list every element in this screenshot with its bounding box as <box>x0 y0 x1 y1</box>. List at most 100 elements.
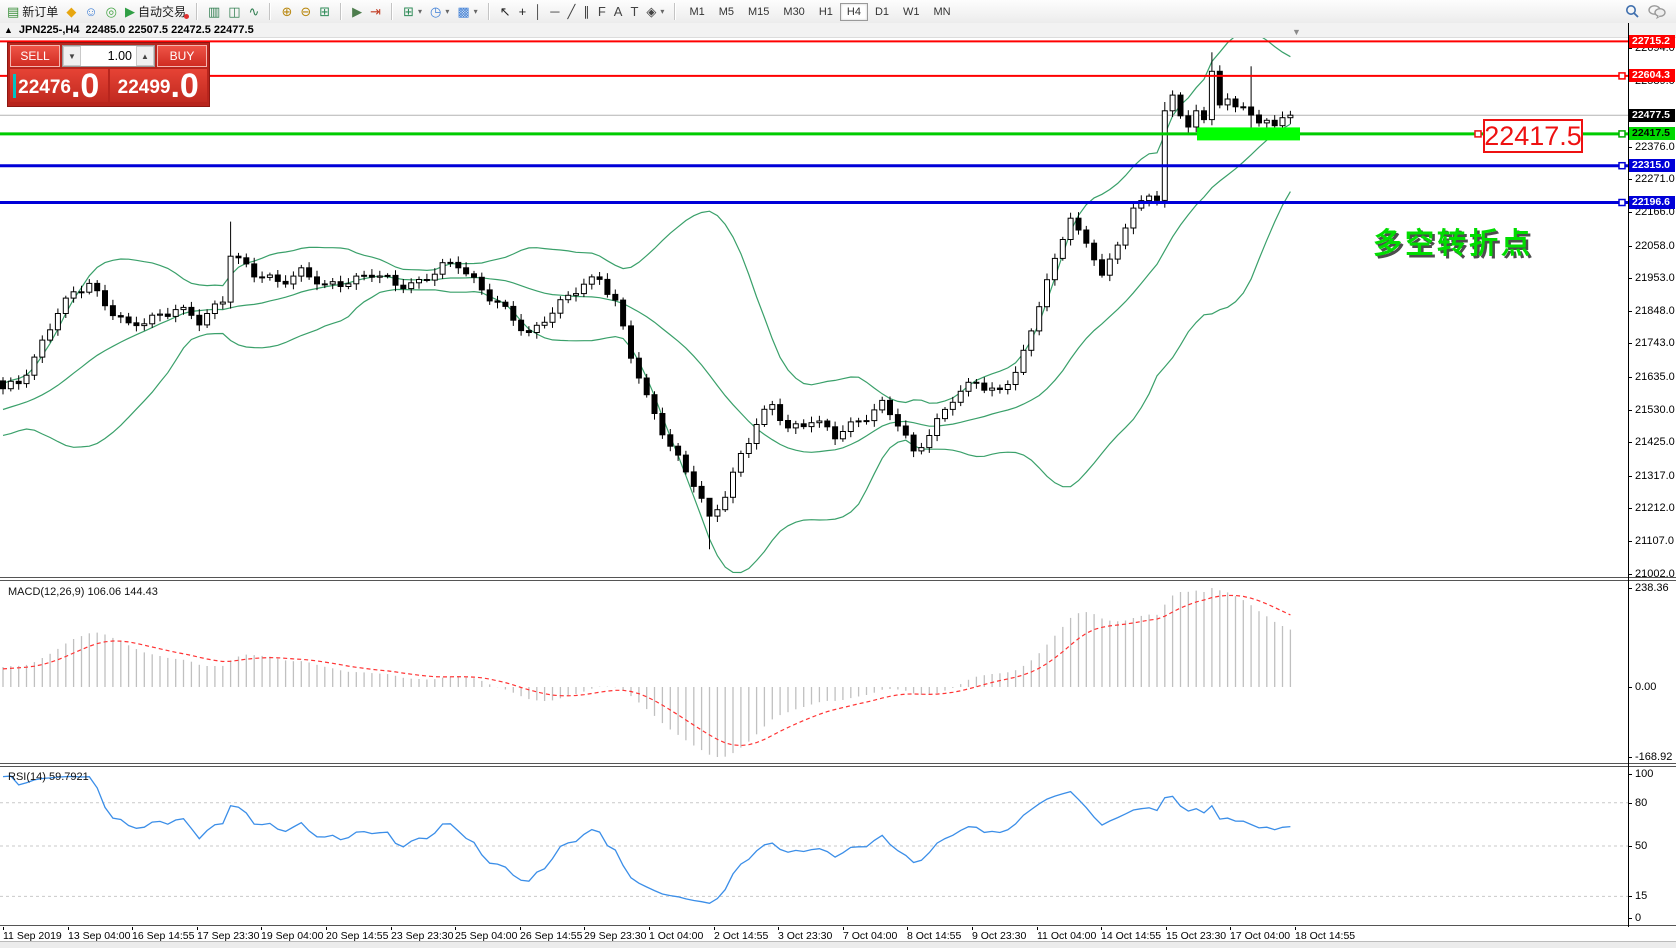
timeframe-button-h4[interactable]: H4 <box>839 2 868 21</box>
timeframe-button-w1[interactable]: W1 <box>903 5 920 18</box>
candle-body <box>737 453 744 473</box>
axis-tick <box>1628 179 1632 180</box>
timeframe-button-h1[interactable]: H1 <box>818 5 833 18</box>
pane-separator-rsi[interactable] <box>0 763 1676 767</box>
time-tick-label: 17 Oct 04:00 <box>1230 930 1291 942</box>
support-line-1-anchor[interactable] <box>1618 161 1626 170</box>
pivot-line-green-anchor[interactable] <box>1618 130 1626 138</box>
channel-icon[interactable]: ∥ <box>579 2 594 21</box>
volume-decrease-button[interactable]: ▼ <box>63 46 81 66</box>
timeframe-button-m30[interactable]: M30 <box>783 5 805 18</box>
pane-separator-macd[interactable] <box>0 577 1676 581</box>
price-note-box[interactable]: 22417.5 <box>1483 119 1583 153</box>
bar-chart-icon[interactable]: ▥ <box>204 2 224 21</box>
auto-scroll-icon[interactable]: ▶ <box>348 2 366 21</box>
candlestick-chart-icon[interactable]: ◫ <box>224 2 244 21</box>
resistance-line-2-anchor[interactable] <box>1618 72 1626 80</box>
tile-windows-icon[interactable]: ⊞ <box>315 2 334 21</box>
candle-body <box>1216 70 1223 106</box>
zoom-in-icon[interactable]: ⊕ <box>277 2 296 21</box>
timeframe-button-d1[interactable]: D1 <box>874 5 889 18</box>
signals-icon[interactable]: ◎ <box>102 2 121 21</box>
time-tick-label: 25 Sep 04:00 <box>455 930 518 942</box>
candle-body <box>887 399 893 416</box>
candle-body <box>808 422 815 428</box>
text-icon[interactable]: A <box>610 2 627 21</box>
axis-tick <box>1628 147 1632 148</box>
crosshair-icon[interactable]: + <box>515 2 531 21</box>
timeframe-button-m1[interactable]: M1 <box>689 5 705 18</box>
dropdown-arrow-icon[interactable]: ▾ <box>417 7 422 16</box>
trendline-icon[interactable]: ╱ <box>564 2 580 21</box>
dropdown-arrow-icon[interactable]: ▾ <box>660 7 665 16</box>
macd-axis-label: 0.00 <box>1635 681 1657 693</box>
candle-body <box>392 274 399 286</box>
autotrading-button[interactable]: ▶ 自动交易 <box>121 2 190 21</box>
candle-body <box>698 485 705 499</box>
cursor-icon[interactable]: ↖ <box>496 2 515 21</box>
crosshair-icon: + <box>518 4 527 19</box>
timeframe-button-m5[interactable]: M5 <box>718 5 734 18</box>
zoom-out-icon[interactable]: ⊖ <box>296 2 315 21</box>
label-icon[interactable]: T <box>626 2 642 21</box>
dropdown-arrow-icon[interactable]: ▾ <box>473 7 478 16</box>
support-line-1-badge: 22315.0 <box>1629 159 1675 172</box>
timeframe-button-mn[interactable]: MN <box>933 5 951 18</box>
candle-body <box>761 408 768 425</box>
tile-windows-icon: ⊞ <box>319 4 331 19</box>
macd-axis-label: -168.92 <box>1635 751 1673 763</box>
candle-body <box>463 267 470 275</box>
sell-button[interactable]: SELL <box>10 45 60 67</box>
rsi-axis-label: 100 <box>1635 768 1654 780</box>
support-line-2-badge: 22196.6 <box>1629 196 1675 209</box>
macd-panel[interactable] <box>0 581 1628 763</box>
sell-price-button[interactable]: 22476 .0 <box>10 69 108 103</box>
axis-tick <box>1628 377 1632 378</box>
candle-body <box>996 387 1003 391</box>
line-chart-icon[interactable]: ∿ <box>245 2 264 21</box>
rsi-panel[interactable] <box>0 767 1628 925</box>
bollinger-middle-band[interactable] <box>2 123 1291 453</box>
chart-symbol-period: JPN225-,H4 <box>18 24 80 36</box>
fibonacci-icon[interactable]: F <box>594 2 610 21</box>
candle-body <box>62 297 69 315</box>
candle-body <box>1036 306 1043 332</box>
buy-price-button[interactable]: 22499 .0 <box>109 69 207 103</box>
candle-body <box>259 276 266 279</box>
collapse-icon[interactable]: ▲ <box>4 25 13 35</box>
chart-shift-marker[interactable]: ▼ <box>1292 27 1301 37</box>
community-icon[interactable]: ☺ <box>80 2 101 21</box>
horizontal-line-icon: ─ <box>550 4 560 19</box>
candle-body <box>329 281 336 285</box>
price-tick-label: 21212.0 <box>1635 502 1675 514</box>
horizontal-line-icon[interactable]: ─ <box>546 2 563 21</box>
arrows-icon[interactable]: ◈ ▾ <box>642 2 668 21</box>
candle-body <box>431 273 438 281</box>
new-chart-icon[interactable]: ⊞ ▾ <box>399 2 426 21</box>
candle-body <box>682 454 689 473</box>
candle-body <box>243 257 250 265</box>
candle-body <box>1177 94 1184 117</box>
candle-body <box>557 299 564 314</box>
template-icon[interactable]: ▩ ▾ <box>453 2 481 21</box>
chart-bottom-border <box>0 925 1676 926</box>
volume-increase-button[interactable]: ▲ <box>136 46 154 66</box>
chat-icon[interactable] <box>1648 4 1666 19</box>
metaquotes-icon[interactable]: ◆ <box>62 2 80 21</box>
chart-shift-icon[interactable]: ⇥ <box>366 2 385 21</box>
price-note-box-anchor[interactable] <box>1474 130 1482 138</box>
buy-button[interactable]: BUY <box>157 45 207 67</box>
period-icon[interactable]: ◷ ▾ <box>426 2 453 21</box>
pivot-line-green-highlight[interactable] <box>1197 127 1300 141</box>
search-icon[interactable] <box>1625 4 1640 19</box>
volume-input[interactable]: 1.00 <box>107 49 132 63</box>
rsi-axis-label: 15 <box>1635 890 1648 902</box>
pivot-note-text[interactable]: 多空转折点 <box>1373 228 1534 260</box>
main-price-chart[interactable] <box>0 38 1628 577</box>
dropdown-arrow-icon[interactable]: ▾ <box>445 7 450 16</box>
new-order-button[interactable]: ▤ 新订单 <box>7 4 59 19</box>
support-line-2-anchor[interactable] <box>1618 198 1626 207</box>
timeframe-button-m15[interactable]: M15 <box>748 5 770 18</box>
vertical-line-icon[interactable]: │ <box>530 2 546 21</box>
rsi-axis-label: 0 <box>1635 912 1642 924</box>
